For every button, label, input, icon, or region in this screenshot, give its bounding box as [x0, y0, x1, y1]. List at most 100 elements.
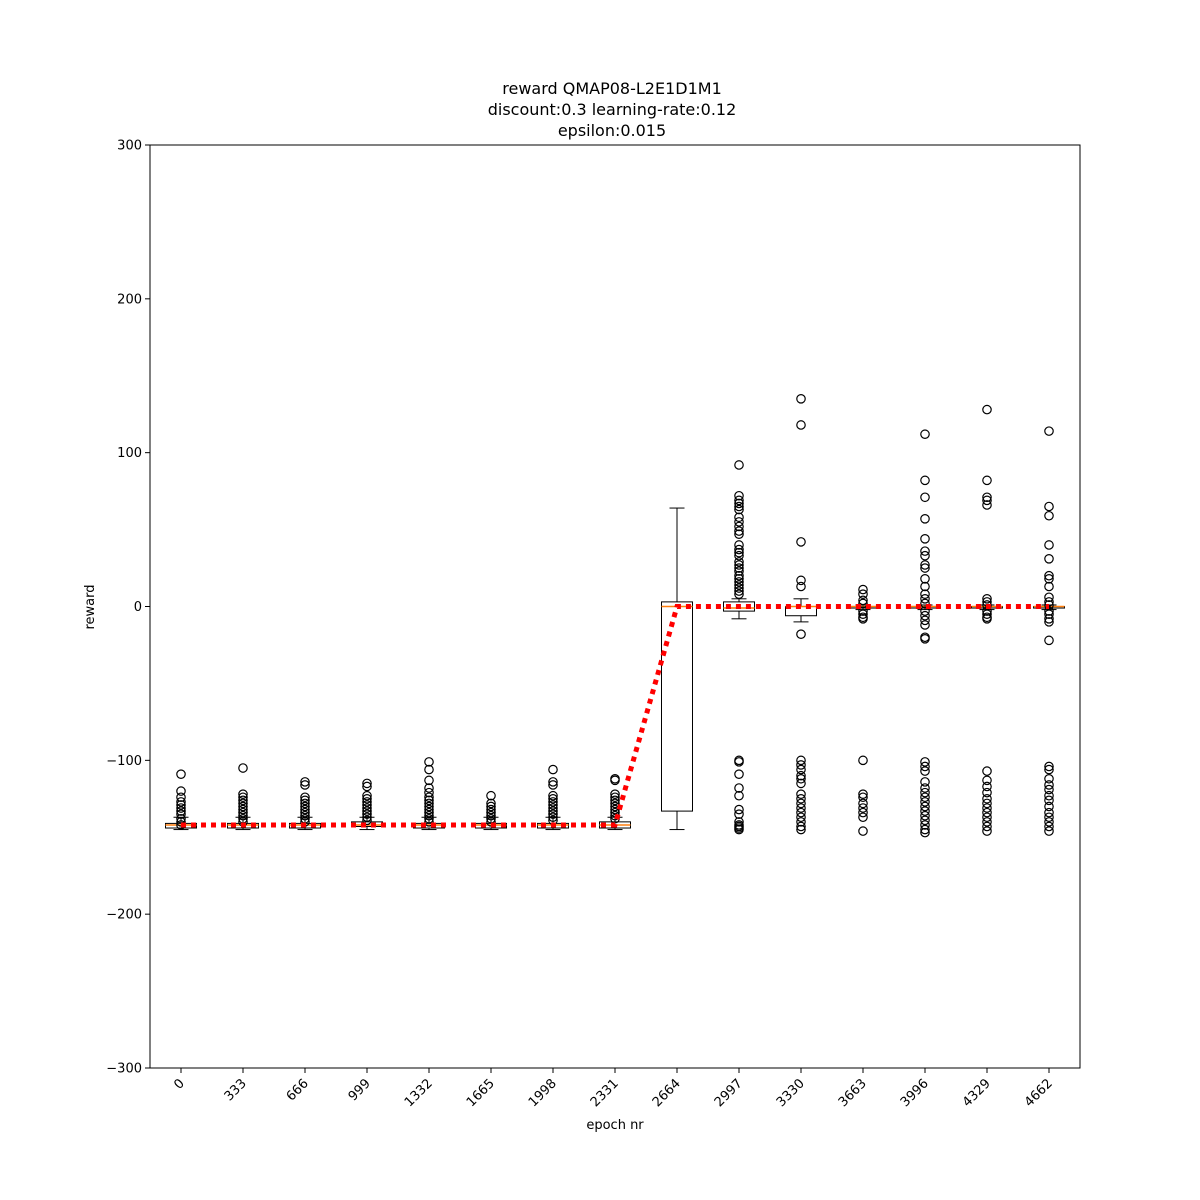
outlier-point	[548, 790, 558, 801]
outlier-point	[982, 600, 992, 610]
outlier-point	[734, 583, 744, 593]
box-group	[909, 429, 941, 838]
box-group	[847, 584, 879, 836]
outlier-point	[300, 795, 310, 806]
y-axis: −300 −200 −100 0 100 200 300	[106, 139, 150, 1077]
outlier-point	[858, 755, 868, 766]
outlier-point	[424, 804, 434, 815]
outlier-point	[734, 809, 744, 819]
outlier-point	[796, 789, 806, 799]
outlier-point	[176, 769, 186, 779]
outlier-point	[238, 798, 248, 809]
outlier-point	[982, 404, 992, 415]
outlier-point	[238, 763, 248, 773]
outlier-point	[548, 764, 558, 775]
outlier-point	[1044, 617, 1054, 627]
outlier-point	[548, 806, 558, 816]
outlier-point	[920, 514, 930, 524]
outlier-point	[1044, 540, 1054, 550]
outlier-point	[796, 629, 806, 639]
outlier-point	[1044, 812, 1054, 823]
outlier-point	[920, 792, 930, 803]
outlier-point	[610, 775, 620, 786]
outlier-point	[920, 475, 930, 486]
y-axis-label: reward	[83, 584, 98, 629]
outlier-point	[796, 755, 806, 766]
outlier-point	[734, 495, 744, 506]
outlier-point	[1044, 554, 1054, 564]
outlier-point	[1044, 510, 1054, 521]
outlier-point	[920, 827, 930, 838]
outlier-point	[920, 620, 930, 630]
outlier-point	[1044, 790, 1054, 801]
outlier-point	[796, 812, 806, 823]
outlier-point	[920, 492, 930, 503]
outlier-point	[424, 764, 434, 775]
outlier-point	[548, 777, 558, 787]
outlier-point	[734, 589, 744, 599]
outlier-point	[982, 793, 992, 804]
outlier-point	[858, 807, 868, 818]
outlier-point	[920, 806, 930, 816]
outlier-point	[796, 537, 806, 547]
outlier-point	[920, 429, 930, 440]
outlier-point	[982, 614, 992, 624]
outlier-point	[920, 534, 930, 544]
outlier-point	[610, 792, 620, 803]
outlier-point	[982, 798, 992, 809]
outlier-point	[858, 584, 868, 595]
outlier-point	[734, 804, 744, 815]
outlier-point	[734, 586, 744, 596]
outlier-point	[486, 810, 496, 821]
outlier-point	[734, 550, 744, 561]
outlier-point	[920, 598, 930, 609]
outlier-point	[424, 810, 434, 821]
outlier-point	[362, 812, 372, 823]
box-group	[785, 394, 817, 835]
outlier-point	[362, 793, 372, 804]
plot-content	[165, 394, 1065, 838]
outlier-point	[424, 792, 434, 803]
outlier-point	[858, 789, 868, 799]
y-tick-label: −300	[106, 1062, 142, 1077]
outlier-point	[238, 807, 248, 818]
outlier-point	[858, 798, 868, 809]
y-tick-label: −200	[106, 908, 142, 923]
outlier-point	[548, 803, 558, 813]
outlier-point	[486, 804, 496, 815]
outlier-point	[920, 560, 930, 570]
outlier-point	[362, 800, 372, 810]
outlier-point	[858, 826, 868, 836]
outlier-point	[796, 793, 806, 804]
outlier-point	[734, 824, 744, 835]
outlier-point	[920, 594, 930, 604]
outlier-point	[734, 769, 744, 779]
outlier-point	[920, 810, 930, 821]
outlier-point	[1044, 764, 1054, 775]
chart-title: reward QMAP08-L2E1D1M1 discount:0.3 lear…	[488, 79, 737, 140]
outlier-point	[920, 589, 930, 599]
outlier-point	[238, 789, 248, 799]
outlier-point	[176, 803, 186, 813]
outlier-point	[982, 492, 992, 503]
outlier-point	[300, 792, 310, 803]
outlier-point	[734, 570, 744, 581]
outlier-point	[362, 803, 372, 813]
outlier-point	[362, 815, 372, 826]
outlier-point	[796, 420, 806, 430]
outlier-point	[610, 798, 620, 809]
outlier-point	[486, 798, 496, 809]
outlier-point	[796, 807, 806, 818]
outlier-point	[734, 517, 744, 527]
outlier-point	[424, 757, 434, 767]
outlier-point	[424, 807, 434, 818]
outlier-point	[982, 807, 992, 818]
chart-title-line-3: epsilon:0.015	[558, 121, 666, 140]
outlier-point	[734, 490, 744, 501]
plot-frame	[149, 144, 1081, 1069]
outlier-point	[424, 817, 434, 827]
outlier-point	[1044, 501, 1054, 512]
outlier-point	[920, 546, 930, 556]
